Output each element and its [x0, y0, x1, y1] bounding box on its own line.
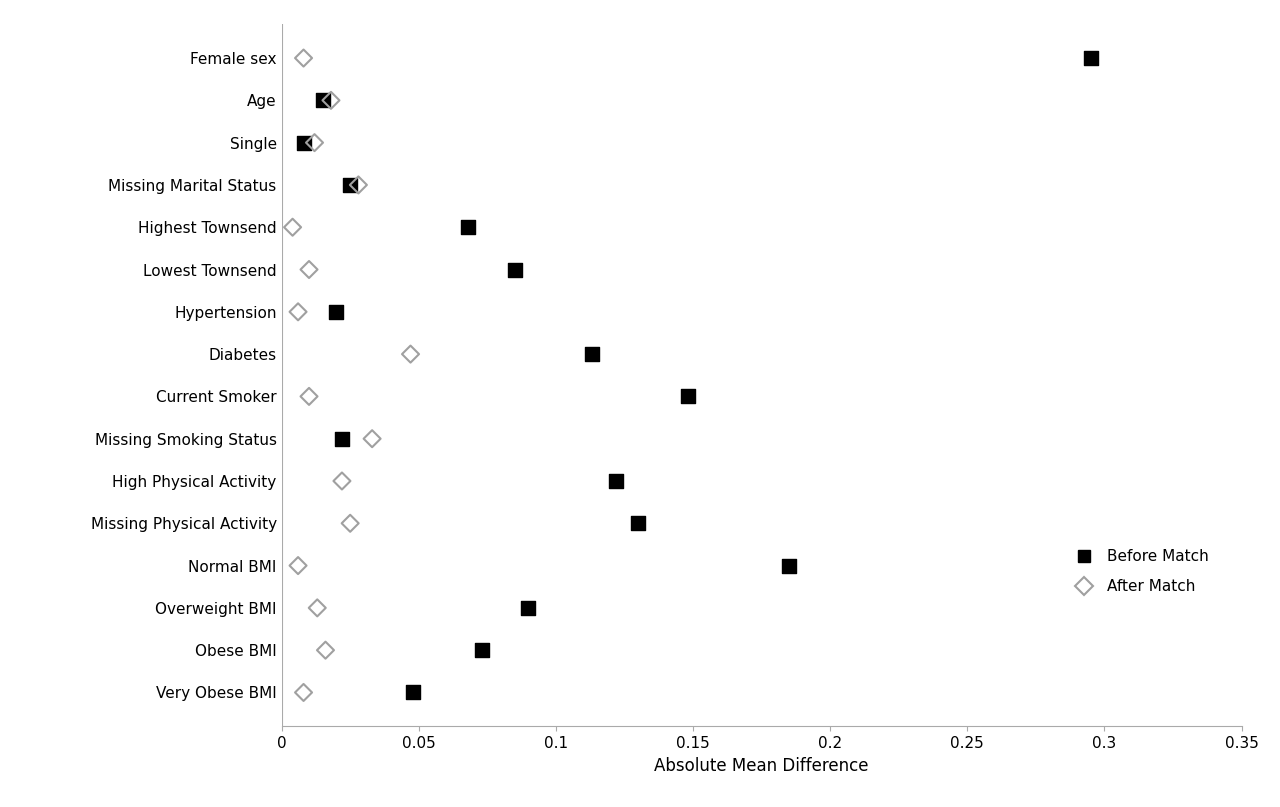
Point: [471, 644, 492, 657]
Point: [326, 305, 347, 318]
Point: [458, 221, 479, 234]
Point: [605, 475, 626, 487]
Point: [312, 94, 333, 107]
Point: [332, 475, 352, 487]
Point: [298, 263, 319, 276]
Point: [340, 178, 361, 191]
Point: [283, 221, 303, 234]
Point: [403, 686, 424, 699]
Point: [340, 516, 361, 529]
Point: [293, 136, 314, 149]
Point: [778, 559, 799, 572]
Point: [293, 52, 314, 65]
Point: [305, 136, 325, 149]
Point: [362, 433, 383, 445]
Point: [298, 390, 319, 403]
Point: [348, 178, 369, 191]
X-axis label: Absolute Mean Difference: Absolute Mean Difference: [654, 757, 869, 775]
Point: [288, 559, 308, 572]
Point: [1080, 52, 1101, 65]
Point: [401, 348, 421, 361]
Point: [628, 516, 649, 529]
Point: [293, 686, 314, 699]
Point: [307, 601, 328, 614]
Point: [321, 94, 342, 107]
Point: [504, 263, 525, 276]
Point: [677, 390, 698, 403]
Legend: Before Match, After Match: Before Match, After Match: [1062, 543, 1215, 600]
Point: [288, 305, 308, 318]
Point: [581, 348, 602, 361]
Point: [315, 644, 335, 657]
Point: [332, 433, 352, 445]
Point: [518, 601, 539, 614]
